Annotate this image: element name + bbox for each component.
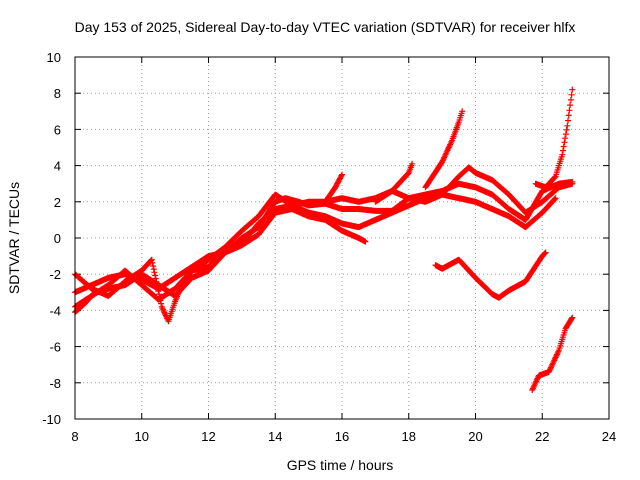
series-track-j bbox=[532, 86, 576, 191]
x-tick-label: 8 bbox=[71, 429, 78, 444]
y-tick-label: -6 bbox=[49, 340, 61, 355]
data-point-markers bbox=[432, 249, 549, 301]
x-tick-label: 12 bbox=[201, 429, 215, 444]
data-point-markers bbox=[322, 171, 345, 205]
data-point-markers bbox=[529, 314, 576, 393]
y-tick-label: 10 bbox=[47, 50, 61, 65]
series-track-h bbox=[432, 249, 549, 301]
y-tick-label: 6 bbox=[54, 122, 61, 137]
y-tick-label: 2 bbox=[54, 195, 61, 210]
series-track-e bbox=[322, 171, 345, 205]
grid bbox=[75, 57, 609, 419]
y-tick-label: -4 bbox=[49, 303, 61, 318]
y-tick-label: 0 bbox=[54, 231, 61, 246]
x-axis-label: GPS time / hours bbox=[287, 457, 394, 473]
series-track-i bbox=[529, 314, 576, 393]
x-tick-label: 16 bbox=[335, 429, 349, 444]
y-axis-label: SDTVAR / TECUs bbox=[6, 182, 22, 294]
data-point-markers bbox=[72, 191, 559, 310]
series-track-c bbox=[72, 164, 576, 325]
data-point-markers bbox=[422, 108, 466, 191]
y-tick-label: 8 bbox=[54, 86, 61, 101]
x-tick-label: 20 bbox=[468, 429, 482, 444]
series-track-g bbox=[422, 108, 466, 191]
data-point-markers bbox=[72, 206, 369, 316]
plot-frame bbox=[74, 56, 610, 420]
data-point-markers bbox=[72, 164, 576, 325]
y-tick-label: -8 bbox=[49, 376, 61, 391]
series-track-d bbox=[72, 206, 369, 316]
x-tick-label: 24 bbox=[602, 429, 616, 444]
x-tick-label: 10 bbox=[135, 429, 149, 444]
chart-title: Day 153 of 2025, Sidereal Day-to-day VTE… bbox=[75, 19, 576, 35]
x-tick-label: 14 bbox=[268, 429, 282, 444]
x-tick-label: 22 bbox=[535, 429, 549, 444]
series-track-f bbox=[372, 160, 416, 205]
data-points bbox=[72, 86, 576, 393]
data-point-markers bbox=[372, 160, 416, 205]
y-tick-label: -2 bbox=[49, 267, 61, 282]
y-tick-label: 4 bbox=[54, 159, 61, 174]
x-tick-label: 18 bbox=[402, 429, 416, 444]
y-tick-label: -10 bbox=[42, 412, 61, 427]
series-track-b bbox=[72, 191, 559, 310]
data-point-markers bbox=[532, 86, 576, 191]
